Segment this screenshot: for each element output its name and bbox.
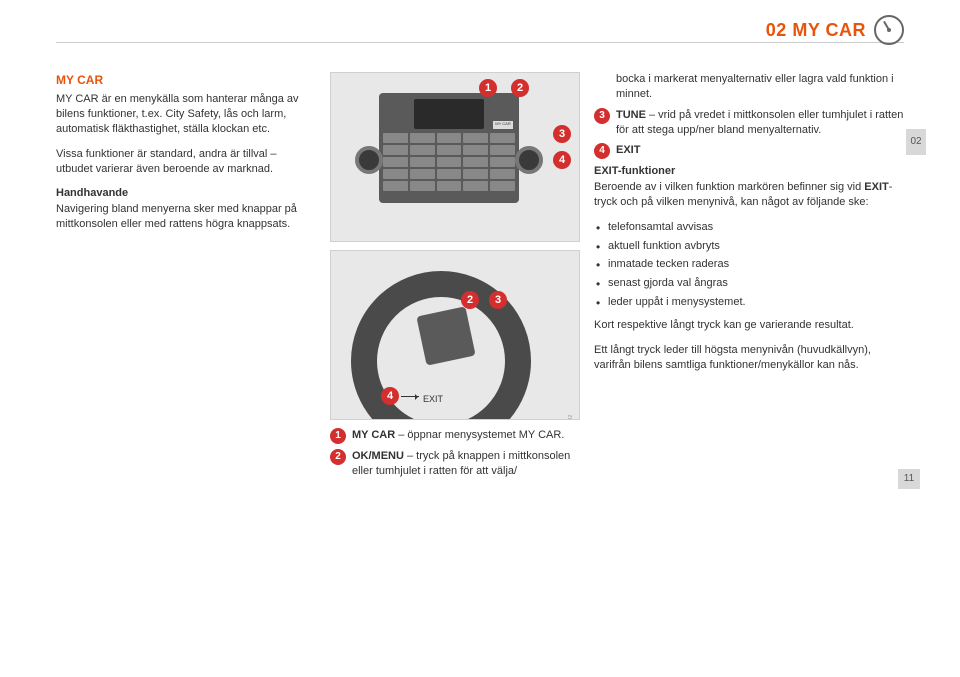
- column-2: MY CAR 1 2 3 4: [330, 72, 580, 485]
- gauge-icon: [874, 15, 904, 45]
- bullet-item: aktuell funktion avbryts: [594, 239, 904, 254]
- label: EXIT: [616, 144, 640, 156]
- list-item: 4 EXIT: [594, 143, 904, 158]
- bullet-item: leder uppåt i menysystemet.: [594, 295, 904, 310]
- text: – vrid på vredet i mittkonsolen eller tu…: [616, 109, 903, 136]
- callout-marker-2: 2: [511, 79, 529, 97]
- badge-1: 1: [330, 428, 346, 444]
- callout-marker-4: 4: [553, 151, 571, 169]
- paragraph: Ett långt tryck leder till högsta menyni…: [594, 343, 904, 373]
- bullet-item: telefonsamtal avvisas: [594, 220, 904, 235]
- numbered-list: 1 MY CAR – öppnar menysystemet MY CAR. 2…: [330, 428, 580, 479]
- paragraph: Beroende av i vilken funktion markören b…: [594, 180, 904, 210]
- bullet-list: telefonsamtal avvisas aktuell funktion a…: [594, 220, 904, 310]
- sub-heading: Handhavande: [56, 186, 316, 201]
- callout-marker-4: 4: [381, 387, 399, 405]
- label: OK/MENU: [352, 450, 404, 462]
- badge-4: 4: [594, 143, 610, 159]
- bullet-item: senast gjorda val ångras: [594, 276, 904, 291]
- left-dial: [355, 146, 383, 174]
- paragraph: Navigering bland menyerna sker med knapp…: [56, 202, 316, 232]
- numbered-list-cont: bocka i markerat menyalternativ eller la…: [594, 72, 904, 158]
- column-1: MY CAR MY CAR är en menykälla som hanter…: [56, 72, 316, 485]
- paragraph: Vissa funktioner är standard, andra är t…: [56, 147, 316, 177]
- badge-3: 3: [594, 108, 610, 124]
- exit-label: EXIT: [423, 393, 443, 405]
- header-title: 02 MY CAR: [766, 20, 866, 41]
- label: TUNE: [616, 109, 646, 121]
- callout-marker-3: 3: [489, 291, 507, 309]
- console-screen: [414, 99, 484, 129]
- page-number: 11: [898, 469, 920, 489]
- text: – öppnar menysystemet MY CAR.: [395, 429, 564, 441]
- paragraph: MY CAR är en menykälla som hanterar mång…: [56, 92, 316, 137]
- side-tab: 02: [906, 129, 926, 155]
- list-item: 1 MY CAR – öppnar menysystemet MY CAR.: [330, 428, 580, 443]
- section-heading: MY CAR: [56, 72, 316, 88]
- mycar-button: MY CAR: [493, 121, 513, 129]
- button-grid: [383, 133, 515, 191]
- figure-console: MY CAR 1 2 3 4: [330, 72, 580, 242]
- image-code: G046142: [568, 415, 575, 420]
- right-dial: [515, 146, 543, 174]
- console-panel: MY CAR: [379, 93, 519, 203]
- list-item: 3 TUNE – vrid på vredet i mittkonsolen e…: [594, 108, 904, 138]
- list-item-cont: bocka i markerat menyalternativ eller la…: [594, 72, 904, 102]
- callout-marker-2: 2: [461, 291, 479, 309]
- text: bocka i markerat menyalternativ eller la…: [616, 73, 894, 100]
- exit-pointer: [401, 396, 419, 397]
- list-item: 2 OK/MENU – tryck på knappen i mittkonso…: [330, 449, 580, 479]
- column-3: bocka i markerat menyalternativ eller la…: [594, 72, 904, 485]
- figure-steering: 2 3 4 EXIT G046142: [330, 250, 580, 420]
- callout-marker-1: 1: [479, 79, 497, 97]
- header: 02 MY CAR: [766, 15, 904, 45]
- sub-heading: EXIT-funktioner: [594, 164, 904, 179]
- label: MY CAR: [352, 429, 395, 441]
- bullet-item: inmatade tecken raderas: [594, 257, 904, 272]
- paragraph: Kort respektive långt tryck kan ge varie…: [594, 318, 904, 333]
- steering-spoke: [416, 306, 475, 365]
- badge-2: 2: [330, 449, 346, 465]
- callout-marker-3: 3: [553, 125, 571, 143]
